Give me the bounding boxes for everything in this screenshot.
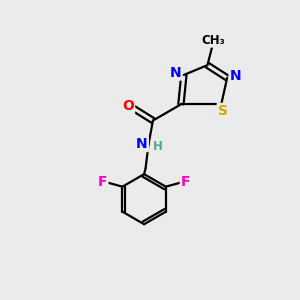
Text: N: N <box>136 137 148 151</box>
Text: CH₃: CH₃ <box>201 34 225 47</box>
Text: F: F <box>181 175 190 189</box>
Text: F: F <box>98 175 107 189</box>
Text: O: O <box>122 99 134 113</box>
Text: N: N <box>170 66 182 80</box>
Text: H: H <box>152 140 162 153</box>
Text: N: N <box>230 69 241 83</box>
Text: S: S <box>218 104 228 118</box>
